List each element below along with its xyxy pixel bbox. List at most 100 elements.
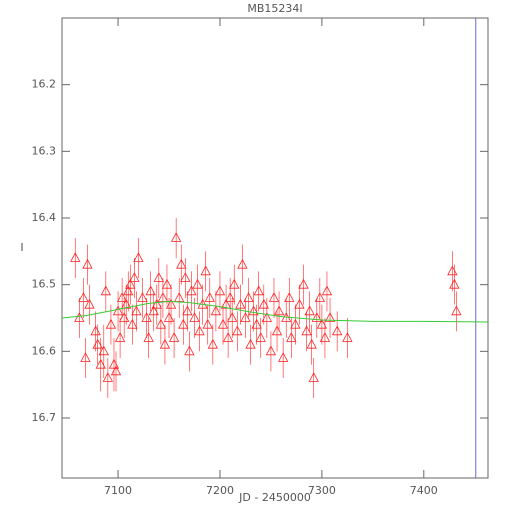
data-point	[78, 292, 89, 302]
y-tick-label: 16.5	[32, 278, 57, 291]
y-axis-label: I	[20, 241, 23, 254]
data-point	[74, 312, 85, 322]
y-tick-label: 16.3	[32, 144, 57, 157]
x-tick-label: 7300	[308, 484, 336, 497]
data-point	[170, 232, 182, 242]
data-point	[314, 292, 326, 302]
data-point	[202, 318, 213, 329]
data-point	[227, 312, 238, 322]
data-point	[184, 345, 195, 356]
data-point	[110, 365, 122, 376]
data-point	[133, 252, 144, 262]
data-point	[161, 278, 173, 289]
data-point	[192, 278, 203, 289]
data-point	[290, 318, 301, 329]
data-point	[159, 338, 171, 349]
data-point	[80, 352, 91, 362]
data-point	[210, 305, 222, 316]
data-point	[127, 318, 138, 329]
data-point	[194, 325, 205, 336]
data-point	[143, 332, 154, 342]
data-point	[224, 292, 236, 302]
data-point	[84, 298, 95, 309]
x-tick-label: 7100	[104, 484, 132, 497]
data-point	[151, 298, 162, 309]
data-point	[98, 345, 109, 356]
data-point	[304, 305, 315, 316]
data-point	[255, 332, 266, 342]
data-point	[102, 372, 114, 382]
data-point	[180, 272, 191, 282]
data-point	[284, 292, 295, 302]
data-point	[165, 298, 177, 309]
data-point	[277, 352, 289, 362]
y-tick-label: 16.7	[32, 411, 57, 424]
data-point	[316, 318, 328, 329]
data-point	[235, 298, 246, 309]
data-point	[92, 338, 103, 349]
y-tick-label: 16.4	[32, 211, 57, 224]
data-point	[451, 305, 462, 316]
data-point	[176, 258, 187, 269]
data-point	[265, 345, 277, 356]
data-point	[253, 285, 264, 296]
x-tick-label: 7200	[206, 484, 234, 497]
data-point	[114, 332, 126, 342]
data-point	[207, 338, 218, 349]
data-point	[268, 292, 280, 302]
model-line	[61, 300, 489, 323]
data-point	[214, 285, 226, 296]
data-point	[189, 312, 200, 322]
data-point	[308, 372, 319, 382]
data-point	[301, 325, 312, 336]
chart-title: MB15234I	[247, 2, 302, 15]
y-tick-label: 16.2	[32, 78, 57, 91]
data-point	[153, 272, 164, 282]
data-point	[251, 318, 262, 329]
data-point	[70, 252, 81, 262]
data-point	[82, 258, 93, 269]
data-point	[237, 258, 248, 269]
data-point	[332, 325, 343, 336]
data-point	[229, 278, 240, 289]
data-point	[245, 338, 256, 349]
data-point	[141, 312, 152, 322]
data-point	[182, 305, 193, 316]
data-point	[200, 265, 211, 276]
data-point	[319, 332, 331, 342]
data-point	[137, 292, 148, 302]
data-point	[105, 318, 117, 329]
y-tick-label: 16.6	[32, 344, 57, 357]
data-point	[186, 285, 197, 296]
data-point	[222, 332, 234, 342]
data-point	[243, 292, 254, 302]
data-point	[324, 312, 336, 322]
data-point	[168, 332, 180, 342]
data-point	[342, 332, 353, 342]
data-point	[100, 285, 111, 296]
data-point	[129, 272, 140, 282]
data-point	[286, 332, 297, 342]
data-point	[258, 298, 269, 309]
data-point	[449, 278, 460, 289]
data-point	[131, 305, 142, 316]
data-point	[125, 278, 136, 289]
data-point	[232, 325, 243, 336]
data-point	[204, 292, 215, 302]
data-point	[248, 305, 259, 316]
data-point	[273, 305, 285, 316]
data-point	[311, 312, 322, 322]
data-point	[306, 338, 317, 349]
plot-frame	[61, 17, 489, 479]
x-tick-label: 7400	[410, 484, 438, 497]
x-axis-label: JD - 2450000	[238, 491, 311, 504]
data-point	[95, 358, 106, 369]
data-point	[321, 285, 333, 296]
data-point	[217, 318, 229, 329]
data-point	[155, 318, 167, 329]
data-point	[240, 312, 251, 322]
data-point	[261, 312, 273, 322]
data-point	[145, 285, 156, 296]
data-point	[298, 278, 309, 289]
